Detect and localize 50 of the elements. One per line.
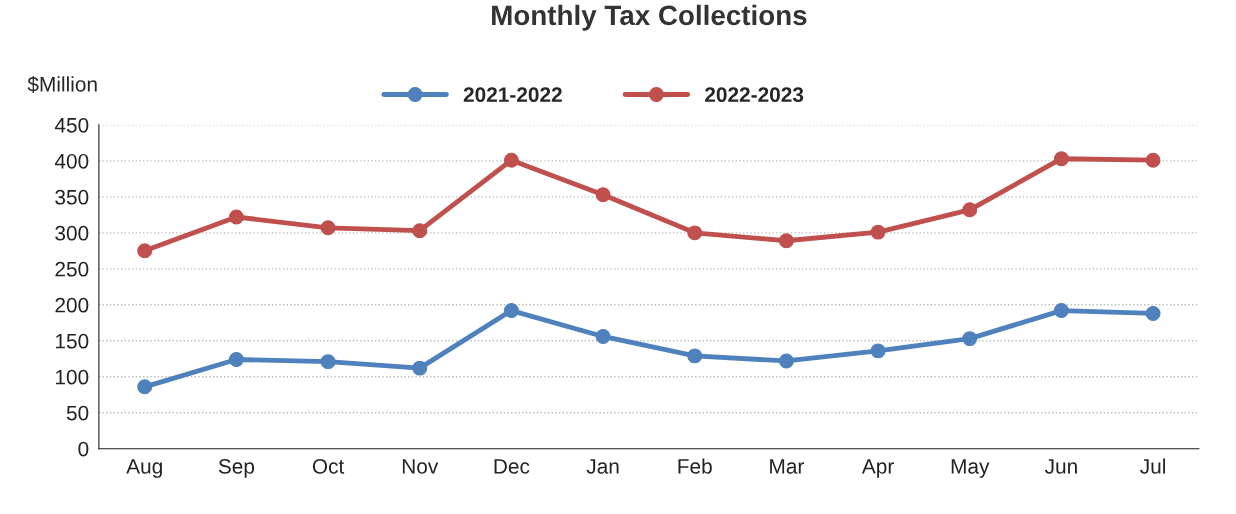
point bbox=[1145, 152, 1161, 168]
point bbox=[1145, 305, 1161, 321]
y-tick-label: 50 bbox=[66, 405, 89, 421]
x-tick-label: Apr bbox=[861, 459, 894, 478]
x-tick-label: Sep bbox=[218, 458, 255, 478]
x-tick-label: Feb bbox=[678, 458, 712, 474]
x-tick-label: Oct bbox=[312, 458, 345, 474]
point bbox=[320, 220, 336, 236]
point bbox=[1053, 303, 1069, 319]
point bbox=[595, 329, 611, 344]
y-axis-title: $Million bbox=[27, 76, 97, 93]
y-tick-label: 350 bbox=[55, 189, 89, 205]
y-tick-label: 100 bbox=[55, 369, 89, 385]
point bbox=[503, 303, 519, 319]
x-tick-label: Nov bbox=[402, 459, 439, 474]
point bbox=[228, 209, 244, 225]
point bbox=[412, 360, 428, 376]
y-tick-label: 0 bbox=[78, 441, 89, 457]
point bbox=[778, 353, 794, 369]
point bbox=[137, 379, 153, 395]
point bbox=[962, 331, 978, 347]
y-tick-label: 250 bbox=[55, 261, 89, 277]
chart-title: Monthly Tax Collections bbox=[492, 4, 807, 31]
x-tick-label: May bbox=[951, 459, 990, 478]
y-tick-label: 400 bbox=[54, 153, 89, 169]
point bbox=[870, 224, 886, 240]
point bbox=[778, 233, 794, 249]
legend-label: 2022-2023 bbox=[705, 87, 804, 103]
x-tick-label: Jan bbox=[586, 459, 619, 474]
point bbox=[870, 343, 886, 359]
y-tick-label: 200 bbox=[55, 297, 89, 313]
y-tick-label: 300 bbox=[55, 225, 89, 241]
x-tick-label: Jun bbox=[1044, 459, 1077, 474]
legend-label: 2021-2022 bbox=[463, 87, 562, 103]
x-tick-label: Aug bbox=[126, 459, 162, 478]
point bbox=[595, 187, 611, 203]
point bbox=[1053, 151, 1069, 167]
x-tick-label: Mar bbox=[770, 459, 804, 474]
point bbox=[137, 243, 153, 259]
point bbox=[687, 348, 703, 364]
point bbox=[228, 352, 244, 367]
point bbox=[320, 354, 336, 370]
point bbox=[412, 223, 428, 239]
y-tick-label: 450 bbox=[54, 117, 89, 133]
x-tick-label: Dec bbox=[494, 459, 530, 474]
point bbox=[503, 152, 519, 168]
point bbox=[962, 202, 978, 218]
point bbox=[687, 225, 703, 241]
x-tick-label: Jul bbox=[1140, 458, 1166, 474]
y-tick-label: 150 bbox=[55, 333, 89, 349]
